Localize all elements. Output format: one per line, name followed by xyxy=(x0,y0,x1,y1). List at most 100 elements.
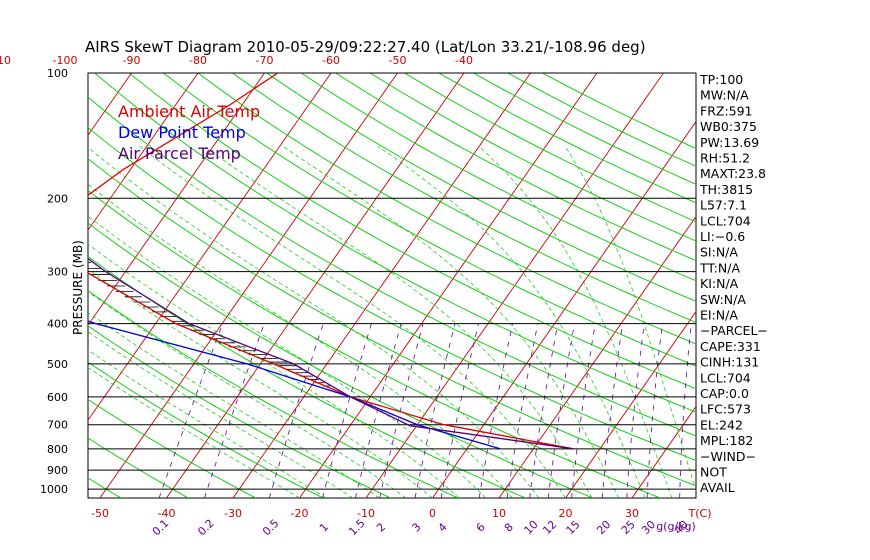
moist-adiabat-line xyxy=(564,146,696,492)
dry-adiabat-line xyxy=(300,73,696,282)
index-panel-line: TP:100 xyxy=(699,72,743,87)
pressure-tick-label: 900 xyxy=(47,464,68,477)
isotherm-line xyxy=(565,310,696,498)
mixing-ratio-line xyxy=(529,323,559,498)
index-panel-line: KI:N/A xyxy=(700,276,739,291)
mixing-ratio-line xyxy=(440,323,479,498)
pressure-tick-label: 500 xyxy=(47,358,68,371)
index-panel-line: CINH:131 xyxy=(700,355,759,370)
pressure-tick-label: 100 xyxy=(47,67,68,80)
index-panel-line: EL:242 xyxy=(700,417,743,432)
dry-adiabat-line xyxy=(88,477,122,498)
pressure-tick-label: 600 xyxy=(47,391,68,404)
index-panel-line: SI:N/A xyxy=(700,245,738,260)
mixing-ratio-line xyxy=(379,323,424,498)
moist-adiabat-line xyxy=(88,367,300,498)
mixing-ratio-tick-label: 1 xyxy=(317,520,331,534)
pressure-tick-label: 800 xyxy=(47,443,68,456)
dry-adiabat-line xyxy=(88,158,696,487)
legend-ambient: Ambient Air Temp xyxy=(118,102,260,121)
pressure-tick-label: 300 xyxy=(47,266,68,279)
isotherm-line xyxy=(765,73,870,498)
index-panel-line: LCL:704 xyxy=(700,213,751,228)
mixing-ratio-tick-label: 6 xyxy=(474,520,488,534)
mixing-ratio-line xyxy=(506,323,539,498)
dry-adiabat-line xyxy=(335,73,696,262)
mixing-ratio-tick-label: 0.5 xyxy=(260,517,282,539)
axis-ticks: -120-110-100-90-80-70-60-50-40-50-40-30-… xyxy=(0,54,711,538)
dry-adiabat-line xyxy=(163,73,696,367)
index-panel-line: −PARCEL− xyxy=(700,323,768,338)
top-temp-tick-label: -60 xyxy=(322,54,340,67)
mixing-ratio-line xyxy=(547,323,575,498)
bottom-temp-tick-label: 0 xyxy=(429,507,436,520)
isotherm-line xyxy=(166,73,465,498)
index-panel-line: CAPE:331 xyxy=(700,339,761,354)
bottom-temp-tick-label: -30 xyxy=(224,507,242,520)
mixing-ratio-line xyxy=(158,323,224,498)
mixing-ratio-unit-label: g(g/kg) xyxy=(656,520,696,533)
index-panel-line: PW:13.69 xyxy=(700,135,759,150)
top-temp-tick-label: -50 xyxy=(389,54,407,67)
mixing-ratio-line xyxy=(268,323,324,498)
mixing-ratio-line xyxy=(646,323,663,498)
top-temp-tick-label: -110 xyxy=(0,54,11,67)
index-panel-line: CAP:0.0 xyxy=(700,386,749,401)
top-temp-tick-label: -80 xyxy=(189,54,207,67)
bottom-temp-tick-label: -40 xyxy=(158,507,176,520)
index-panel-line: LI:−0.6 xyxy=(700,229,745,244)
sounding-profiles xyxy=(88,73,574,450)
bottom-temp-tick-label: -10 xyxy=(357,507,375,520)
mixing-ratio-line xyxy=(626,323,645,498)
mixing-ratio-tick-label: 3 xyxy=(409,520,423,534)
dry-adiabat-line xyxy=(88,255,526,498)
dewpoint-line xyxy=(88,320,501,450)
index-panel-line: L57:7.1 xyxy=(700,198,747,213)
dry-adiabat-line xyxy=(88,189,661,498)
index-panel-line: LCL:704 xyxy=(700,370,751,385)
top-temp-tick-label: -100 xyxy=(53,54,78,67)
index-panel-line: NOT xyxy=(700,465,727,480)
isotherm-line xyxy=(232,73,531,498)
mixing-ratio-line xyxy=(679,323,692,498)
mixing-ratio-tick-label: 25 xyxy=(619,518,638,537)
dry-adiabat-line xyxy=(88,96,696,437)
index-panel-line: AVAIL xyxy=(700,480,735,495)
pressure-tick-label: 700 xyxy=(47,419,68,432)
mixing-ratio-line xyxy=(414,323,456,498)
parcel-temp-line xyxy=(88,257,574,450)
top-temp-tick-label: -70 xyxy=(256,54,274,67)
dry-adiabat-line xyxy=(88,222,594,498)
index-panel-line: TH:3815 xyxy=(699,182,753,197)
mixing-ratio-tick-label: 0.2 xyxy=(195,517,217,539)
index-panel-line: TT:N/A xyxy=(699,260,740,275)
legend-dewpoint: Dew Point Temp xyxy=(118,123,246,142)
moist-adiabat-line xyxy=(88,243,460,498)
moist-adiabat-line xyxy=(282,146,620,498)
dry-adiabat-line xyxy=(197,73,696,345)
pressure-tick-label: 400 xyxy=(47,318,68,331)
dry-adiabat-line xyxy=(88,437,189,498)
dry-adiabat-line xyxy=(438,73,696,204)
index-panel-line: EI:N/A xyxy=(700,308,738,323)
isotherm-line xyxy=(631,405,696,498)
mixing-ratio-line xyxy=(322,323,372,498)
dry-adiabat-line xyxy=(88,126,696,462)
cape-hatching xyxy=(88,261,331,387)
index-panel-line: MW:N/A xyxy=(700,88,749,103)
mixing-ratio-line xyxy=(355,323,402,498)
mixing-ratio-tick-label: 20 xyxy=(594,518,613,537)
isotherm-line xyxy=(299,73,598,498)
mixing-ratio-tick-label: 8 xyxy=(502,520,516,534)
pressure-tick-label: 1000 xyxy=(40,483,68,496)
isotherm-line xyxy=(88,73,265,326)
isotherm-line xyxy=(0,73,65,498)
mixing-ratio-tick-label: 10 xyxy=(522,518,541,537)
chart-title: AIRS SkewT Diagram 2010-05-29/09:22:27.4… xyxy=(85,38,646,56)
mixing-ratio-tick-label: 15 xyxy=(564,518,583,537)
top-temp-tick-label: -40 xyxy=(455,54,473,67)
dry-adiabat-line xyxy=(88,325,391,498)
isotherm-line xyxy=(99,73,398,498)
index-panel-line: SW:N/A xyxy=(700,292,746,307)
dry-adiabat-line xyxy=(128,73,696,390)
